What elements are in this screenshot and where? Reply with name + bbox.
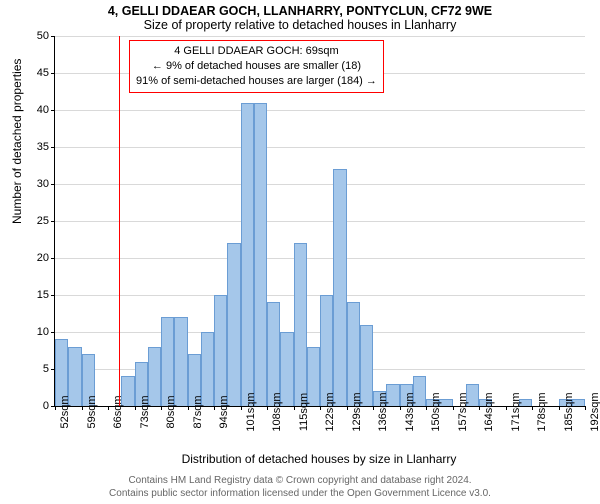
x-tick-label: 108sqm (271, 392, 283, 431)
y-tick (51, 147, 55, 148)
y-tick-label: 40 (25, 104, 49, 116)
y-axis-title: Number of detached properties (10, 59, 24, 224)
y-tick-label: 10 (25, 326, 49, 338)
y-tick-label: 20 (25, 252, 49, 264)
chart-title-1: 4, GELLI DDAEAR GOCH, LLANHARRY, PONTYCL… (0, 4, 600, 18)
x-tick-label: 136sqm (377, 392, 389, 431)
gridline (55, 221, 585, 222)
histogram-bar (174, 317, 187, 406)
x-tick (188, 406, 189, 410)
y-tick (51, 221, 55, 222)
footer-line-1: Contains HM Land Registry data © Crown c… (0, 474, 600, 487)
x-tick (135, 406, 136, 410)
x-tick-label: 178sqm (536, 392, 548, 431)
x-tick (267, 406, 268, 410)
x-tick (108, 406, 109, 410)
x-tick-label: 115sqm (298, 393, 310, 431)
info-box: 4 GELLI DDAEAR GOCH: 69sqm← 9% of detach… (129, 40, 384, 93)
x-tick-label: 59sqm (86, 395, 98, 428)
gridline (55, 36, 585, 37)
x-tick (214, 406, 215, 410)
x-tick (506, 406, 507, 410)
y-tick-label: 0 (25, 400, 49, 412)
x-tick-label: 52sqm (59, 395, 71, 428)
info-box-line: 4 GELLI DDAEAR GOCH: 69sqm (136, 44, 377, 59)
x-tick-label: 101sqm (245, 392, 257, 431)
x-tick-label: 122sqm (324, 392, 336, 431)
y-tick (51, 258, 55, 259)
x-tick (320, 406, 321, 410)
y-tick-label: 5 (25, 363, 49, 375)
y-tick (51, 332, 55, 333)
y-tick-label: 30 (25, 178, 49, 190)
histogram-bar (347, 302, 360, 406)
x-tick (55, 406, 56, 410)
histogram-bar (254, 103, 267, 406)
x-tick (400, 406, 401, 410)
gridline (55, 110, 585, 111)
x-tick-label: 192sqm (589, 392, 600, 431)
gridline (55, 147, 585, 148)
y-tick (51, 184, 55, 185)
info-box-line: 91% of semi-detached houses are larger (… (136, 74, 377, 89)
x-tick (294, 406, 295, 410)
x-tick (373, 406, 374, 410)
info-box-line: ← 9% of detached houses are smaller (18) (136, 59, 377, 74)
histogram-bar (161, 317, 174, 406)
x-tick (479, 406, 480, 410)
y-tick-label: 50 (25, 30, 49, 42)
x-tick-label: 157sqm (457, 392, 469, 431)
x-tick-label: 129sqm (351, 392, 363, 431)
footer-attribution: Contains HM Land Registry data © Crown c… (0, 474, 600, 500)
marker-line (119, 36, 120, 406)
x-tick-label: 185sqm (563, 392, 575, 431)
gridline (55, 258, 585, 259)
y-tick (51, 36, 55, 37)
x-tick (585, 406, 586, 410)
x-tick (453, 406, 454, 410)
y-tick (51, 110, 55, 111)
x-tick (161, 406, 162, 410)
x-tick (559, 406, 560, 410)
x-tick (241, 406, 242, 410)
y-tick-label: 35 (25, 141, 49, 153)
plot-area: 0510152025303540455052sqm59sqm66sqm73sqm… (54, 36, 585, 407)
y-tick-label: 25 (25, 215, 49, 227)
histogram-bar (333, 169, 346, 406)
x-tick (532, 406, 533, 410)
y-tick-label: 45 (25, 67, 49, 79)
x-tick (426, 406, 427, 410)
x-tick (347, 406, 348, 410)
x-tick-label: 66sqm (112, 395, 124, 428)
x-tick-label: 164sqm (483, 392, 495, 431)
plot-wrapper: 0510152025303540455052sqm59sqm66sqm73sqm… (54, 36, 584, 406)
x-tick (82, 406, 83, 410)
y-tick (51, 73, 55, 74)
y-tick (51, 295, 55, 296)
y-tick-label: 15 (25, 289, 49, 301)
histogram-bar (214, 295, 227, 406)
x-axis-title: Distribution of detached houses by size … (54, 452, 584, 466)
footer-line-2: Contains public sector information licen… (0, 487, 600, 500)
chart-title-2: Size of property relative to detached ho… (0, 18, 600, 32)
x-tick-label: 87sqm (192, 395, 204, 428)
x-tick-label: 150sqm (430, 392, 442, 431)
x-tick-label: 94sqm (218, 395, 230, 428)
x-tick-label: 73sqm (139, 395, 151, 428)
histogram-bar (241, 103, 254, 406)
histogram-bar (267, 302, 280, 406)
histogram-bar (320, 295, 333, 406)
x-tick-label: 143sqm (404, 392, 416, 431)
x-tick-label: 80sqm (165, 395, 177, 428)
histogram-bar (227, 243, 240, 406)
x-tick-label: 171sqm (510, 392, 522, 431)
histogram-bar (294, 243, 307, 406)
gridline (55, 184, 585, 185)
